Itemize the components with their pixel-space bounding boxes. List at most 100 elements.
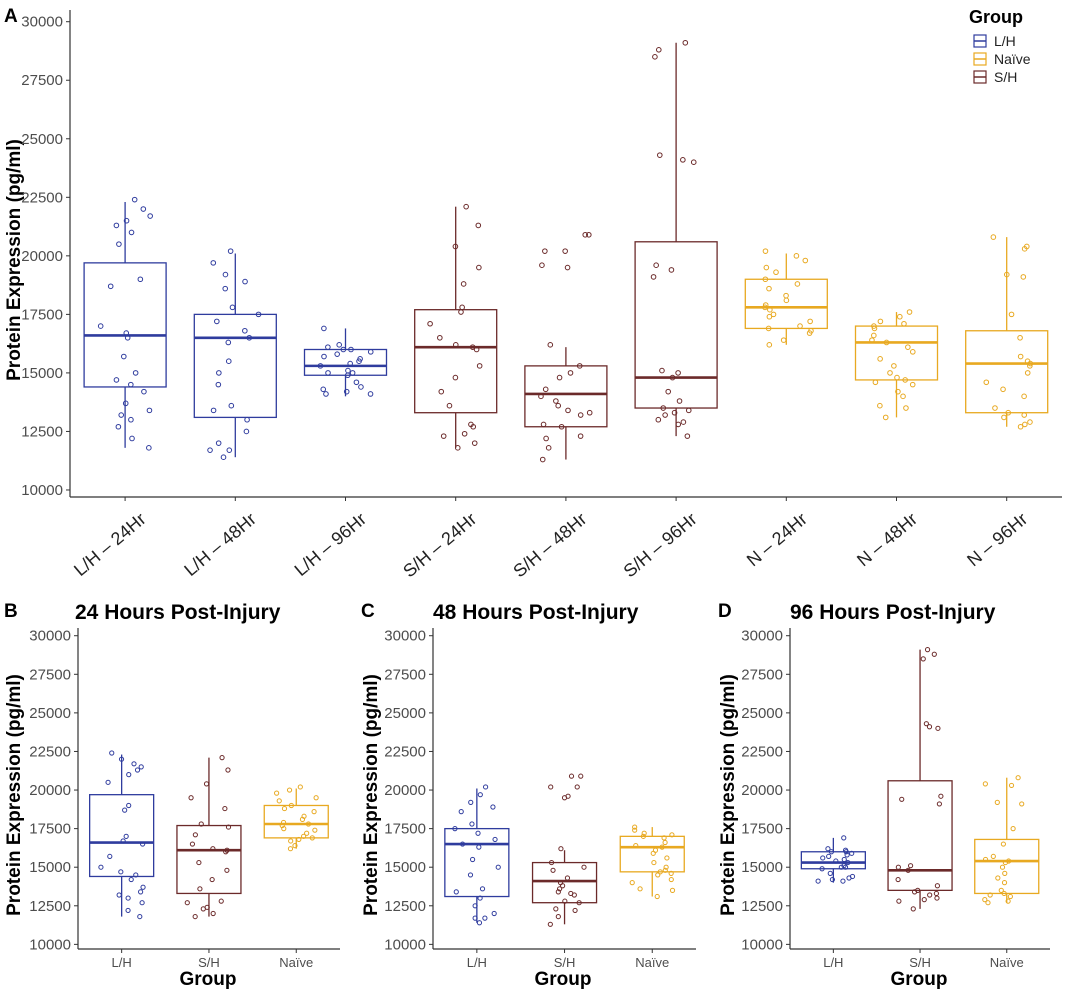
data-point: [107, 853, 113, 860]
legend-items: L/H Naïve S/H: [973, 33, 1031, 85]
data-point: [274, 790, 280, 796]
panel-letter: C: [361, 601, 375, 622]
x-tick-label: L/H: [823, 955, 843, 970]
box-group: [444, 784, 510, 926]
data-point: [877, 356, 883, 362]
data-point: [225, 767, 231, 773]
data-point: [131, 196, 138, 203]
y-ticks: 10000 12500 15000 17500 20000 22500 25000 27500…: [29, 628, 340, 953]
data-point: [553, 398, 559, 404]
box-group: [263, 784, 329, 852]
legend-label: L/H: [994, 33, 1016, 49]
data-point: [220, 454, 227, 460]
data-point: [632, 827, 638, 833]
data-point: [899, 796, 905, 802]
data-point: [815, 878, 821, 884]
data-point: [555, 889, 561, 895]
data-point: [312, 827, 318, 833]
data-point: [650, 274, 657, 280]
data-point: [1020, 274, 1027, 280]
y-tick-label: 30000: [21, 14, 63, 31]
panel-letter: B: [4, 601, 18, 622]
data-point: [334, 351, 340, 357]
panel-c: C 48 Hours Post-Injury Protein Expressio…: [361, 601, 696, 990]
x-tick-label: N – 48Hr: [853, 509, 921, 571]
data-point: [123, 217, 130, 224]
data-point: [227, 248, 234, 254]
data-point: [222, 271, 229, 278]
data-point: [292, 843, 298, 849]
data-point: [140, 884, 146, 890]
data-point: [453, 889, 459, 895]
data-point: [629, 880, 635, 886]
data-point: [243, 428, 250, 435]
data-point: [472, 903, 478, 909]
data-point: [1027, 360, 1034, 367]
box-group: [83, 196, 167, 451]
data-point: [126, 772, 132, 778]
data-point: [820, 855, 826, 861]
data-point: [923, 721, 929, 727]
box-group: [854, 309, 939, 421]
y-tick-label: 15000: [741, 859, 783, 876]
data-point: [1000, 841, 1006, 847]
data-point: [921, 897, 927, 903]
data-point: [562, 248, 568, 254]
data-point: [137, 276, 144, 283]
data-point: [138, 889, 144, 895]
data-point: [652, 54, 658, 60]
data-point: [281, 805, 288, 812]
data-point: [548, 784, 554, 790]
data-point: [998, 887, 1004, 893]
x-tick-label: S/H: [909, 955, 931, 970]
data-point: [476, 264, 482, 271]
data-point: [934, 883, 940, 889]
data-point: [560, 883, 566, 889]
data-point: [920, 656, 926, 662]
data-point: [656, 152, 663, 158]
data-point: [987, 892, 993, 898]
data-point: [189, 841, 196, 847]
box-group: [193, 248, 277, 460]
data-point: [492, 836, 498, 843]
data-point: [906, 309, 913, 315]
box-group: [974, 775, 1040, 906]
data-point: [490, 804, 496, 810]
y-tick-label: 20000: [29, 782, 71, 799]
panel-title: 48 Hours Post-Injury: [433, 601, 639, 624]
data-point: [367, 391, 374, 397]
data-point: [935, 725, 941, 731]
box: [634, 241, 718, 409]
data-point: [222, 285, 229, 292]
data-point: [475, 830, 481, 836]
data-point: [982, 781, 988, 787]
data-point: [225, 339, 232, 346]
data-point: [819, 866, 825, 872]
data-point: [900, 393, 906, 400]
data-point: [685, 407, 692, 414]
y-ticks: 10000 12500 15000 17500 20000 22500 25000 27500…: [21, 10, 1062, 499]
data-point: [905, 344, 911, 350]
data-point: [632, 824, 638, 830]
data-point: [353, 379, 360, 386]
data-point: [311, 809, 317, 815]
data-point: [763, 264, 770, 271]
data-point: [650, 850, 656, 856]
data-point: [982, 897, 988, 903]
data-point: [1024, 370, 1031, 376]
data-point: [558, 423, 565, 430]
data-point: [871, 325, 878, 332]
data-point: [192, 913, 198, 920]
data-point: [288, 838, 294, 844]
data-point: [568, 773, 575, 779]
y-tick-label: 12500: [741, 898, 783, 915]
data-point: [783, 297, 790, 304]
data-point: [773, 269, 779, 276]
x-tick-label: S/H – 24Hr: [399, 509, 480, 582]
data-point: [765, 325, 772, 332]
data-point: [558, 846, 564, 852]
data-point: [846, 875, 852, 881]
data-point: [1003, 271, 1010, 278]
x-tick-label: L/H: [112, 955, 132, 970]
